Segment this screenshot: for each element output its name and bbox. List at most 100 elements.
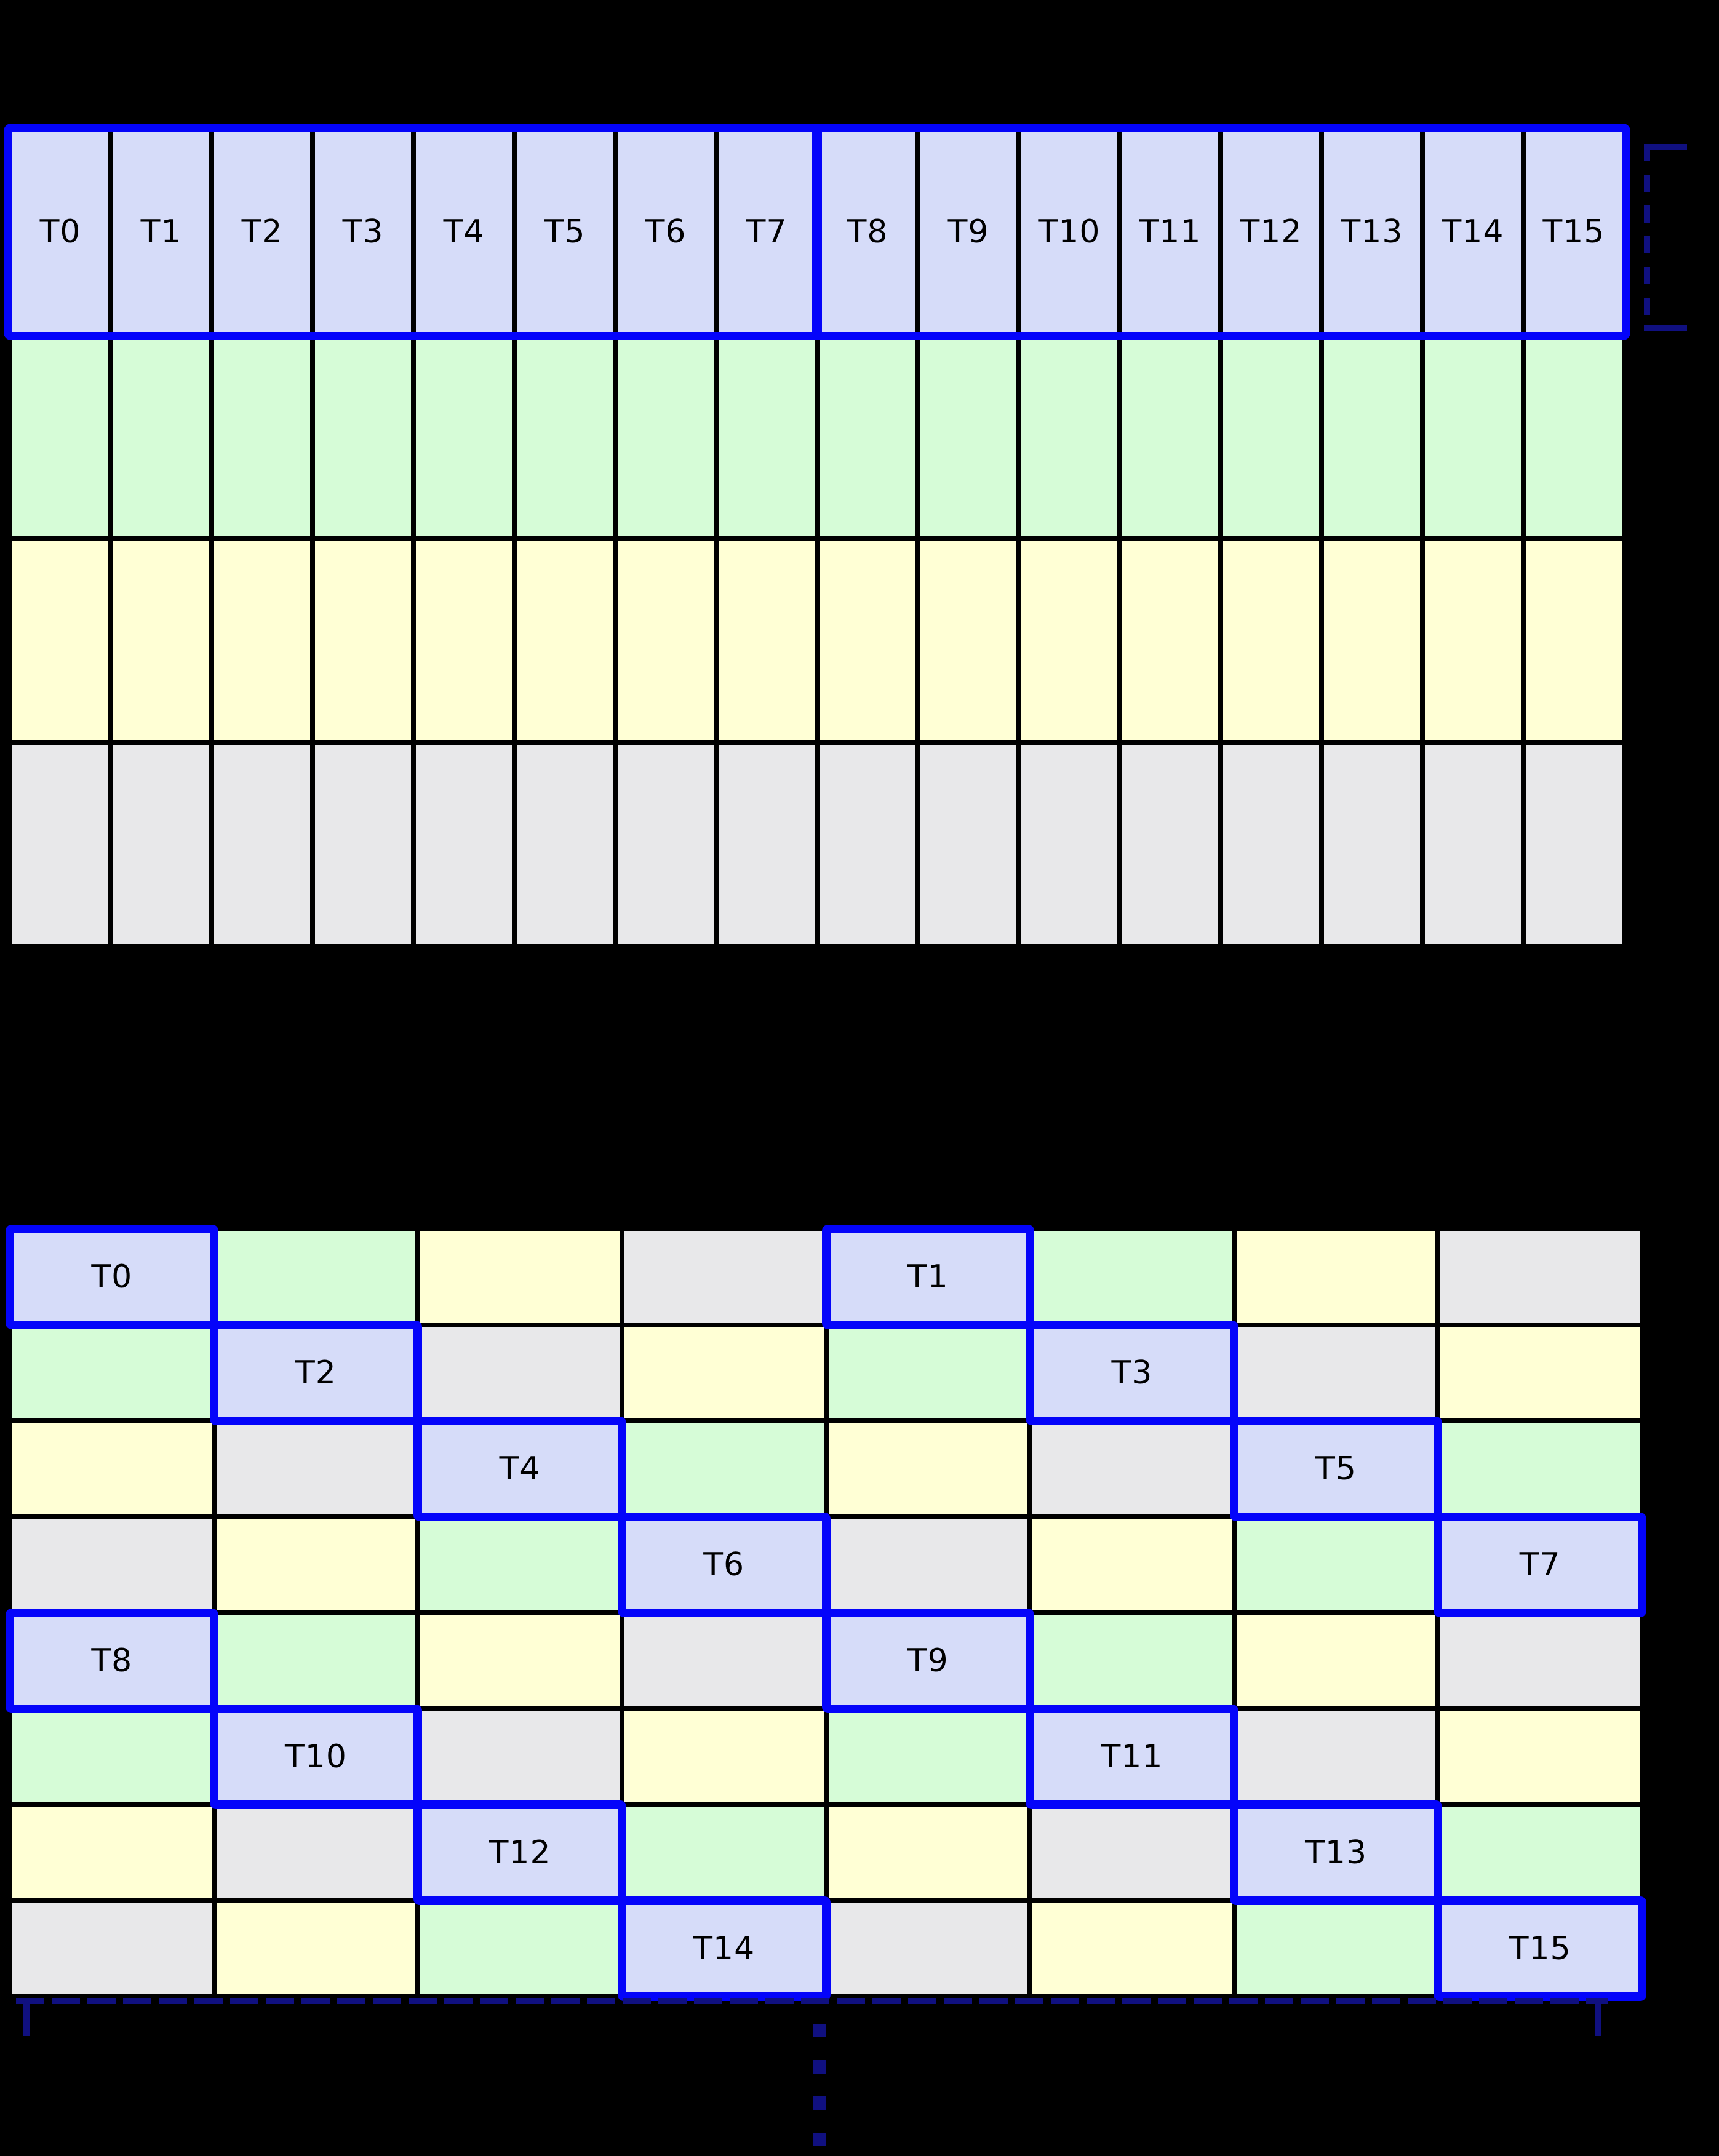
memory-cell [1021,745,1117,944]
thread-cell-T4: T4 [420,1423,620,1514]
memory-cell [12,1807,212,1898]
thread-cell-T9: T9 [828,1615,1028,1706]
bracket-vertical-dashed-line [1644,144,1650,331]
memory-cell [618,336,714,536]
thread-cell-T11: T11 [1122,132,1218,332]
memory-cell [113,541,209,740]
thread-cell-T11: T11 [1032,1711,1232,1802]
thread-label: T15 [1542,213,1605,250]
thread-label: T12 [1240,213,1302,250]
memory-cell [315,541,411,740]
memory-cell [624,1615,824,1706]
thread-label: T6 [703,1546,745,1583]
thread-label: T3 [342,213,384,250]
thread-label: T8 [91,1642,133,1679]
memory-cell [719,745,815,944]
memory-cell [12,1519,212,1610]
memory-cell [216,1903,416,1994]
thread-cell-T10: T10 [1021,132,1117,332]
thread-label: T4 [443,213,485,250]
thread-cell-T2: T2 [216,1327,416,1418]
memory-cell [1236,1519,1436,1610]
thread-label: T0 [39,213,81,250]
memory-cell [315,745,411,944]
memory-cell [719,336,815,536]
memory-cell [1236,1711,1436,1802]
memory-cell [624,1327,824,1418]
memory-cell [420,1519,620,1610]
thread-label: T5 [1315,1450,1357,1487]
thread-label: T0 [91,1259,133,1295]
memory-cell [420,1903,620,1994]
memory-cell [828,1327,1028,1418]
thread-cell-T12: T12 [1223,132,1319,332]
memory-cell [1324,745,1420,944]
bracket-horizontal-dashed-line [16,1998,1608,2004]
bracket-top-tick [1644,144,1687,150]
memory-cell [820,745,915,944]
thread-label: T15 [1509,1930,1571,1967]
continuation-ellipsis [813,2024,826,2154]
memory-cell [1032,1903,1232,1994]
thread-cell-T15: T15 [1440,1903,1640,1994]
memory-cell [12,541,108,740]
memory-cell [1526,336,1622,536]
thread-label: T8 [847,213,888,250]
bottom-memory-table: T0 T1 T2 T3 T4 T5 T6 T7 T8 T9 T10 T11 T12 T13 T14 T15 [6,1225,1646,2001]
memory-cell [216,1423,416,1514]
thread-label: T9 [907,1642,949,1679]
memory-cell [1425,745,1521,944]
memory-cell [1223,541,1319,740]
memory-cell [1440,1807,1640,1898]
memory-cell [1122,336,1218,536]
memory-cell [828,1423,1028,1514]
thread-label: T11 [1101,1738,1163,1775]
memory-cell [420,1231,620,1323]
memory-cell [828,1519,1028,1610]
memory-cell [216,1615,416,1706]
memory-cell [618,745,714,944]
memory-cell [12,1903,212,1994]
thread-cell-T2: T2 [214,132,310,332]
thread-label: T12 [489,1834,551,1871]
thread-cell-T5: T5 [517,132,613,332]
memory-cell [1032,1519,1232,1610]
memory-cell [828,1903,1028,1994]
memory-cell [1021,336,1117,536]
thread-label: T3 [1111,1354,1153,1391]
memory-cell [12,1423,212,1514]
memory-cell [113,745,209,944]
thread-label: T10 [1038,213,1101,250]
memory-cell [1223,336,1319,536]
memory-cell [1440,1423,1640,1514]
thread-label: T1 [907,1259,949,1295]
memory-cell [1032,1807,1232,1898]
thread-cell-T4: T4 [416,132,512,332]
memory-cell [920,541,1016,740]
memory-cell [420,1711,620,1802]
memory-cell [1122,745,1218,944]
memory-cell [416,336,512,536]
memory-cell [1324,541,1420,740]
thread-label: T13 [1305,1834,1368,1871]
memory-cell [214,336,310,536]
memory-cell [920,336,1016,536]
thread-cell-T0: T0 [12,1231,212,1323]
thread-cell-T10: T10 [216,1711,416,1802]
bracket-bottom-tick [1644,325,1687,331]
thread-label: T1 [140,213,182,250]
memory-cell [1032,1423,1232,1514]
bracket-left-tick [23,2004,30,2036]
memory-cell [216,1231,416,1323]
memory-cell [12,1711,212,1802]
memory-cell [820,541,915,740]
memory-cell [1236,1231,1436,1323]
thread-label: T7 [1519,1546,1561,1583]
thread-cell-T7: T7 [719,132,815,332]
thread-cell-T8: T8 [820,132,915,332]
memory-cell [1236,1615,1436,1706]
thread-cell-T3: T3 [315,132,411,332]
memory-cell [420,1327,620,1418]
memory-cell [517,541,613,740]
